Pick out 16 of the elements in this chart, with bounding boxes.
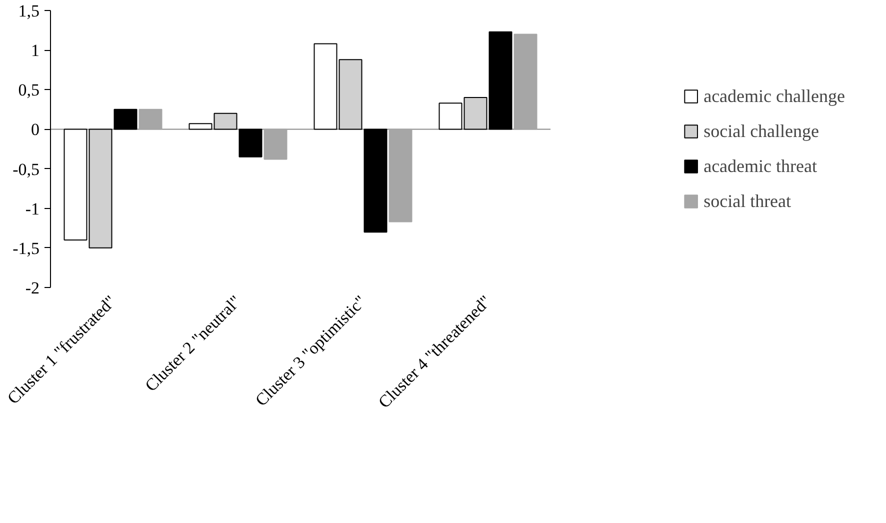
bar (264, 128, 288, 160)
bar (138, 108, 162, 130)
bar (514, 34, 538, 130)
y-tick-label: -0,5 (12, 160, 40, 179)
y-tick-label: 0,5 (18, 80, 40, 100)
y-tick-label: -1 (25, 199, 40, 218)
y-tick-label: 0 (31, 120, 40, 140)
bar (388, 128, 412, 222)
y-tick-label: -1,5 (12, 238, 40, 258)
y-tick-label: 1,5 (18, 2, 40, 20)
legend-label: social threat (704, 190, 792, 212)
legend-label: academic threat (704, 156, 818, 176)
legend-label: social challenge (704, 120, 820, 142)
y-tick-label: -2 (25, 278, 40, 298)
y-tick-label: 1 (31, 41, 40, 60)
legend-label: academic challenge (704, 86, 845, 106)
